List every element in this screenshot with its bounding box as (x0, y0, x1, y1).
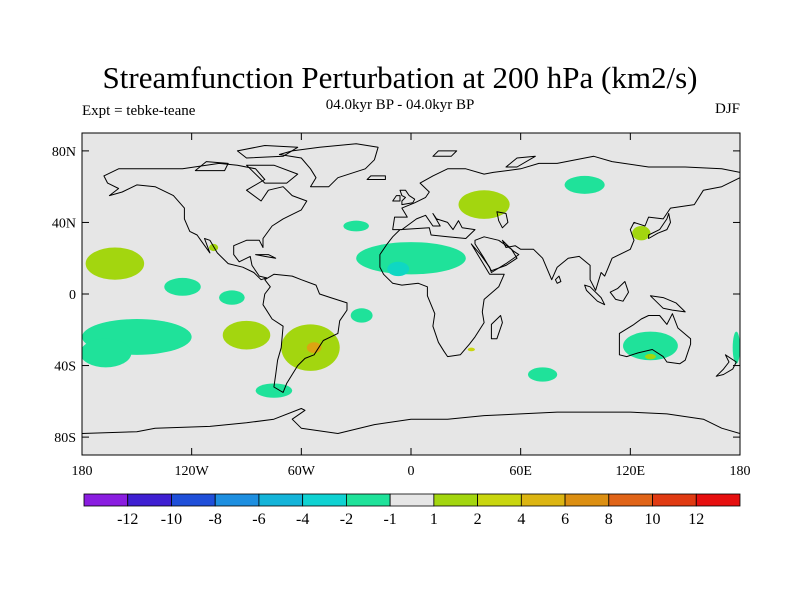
colorbar-label: 2 (474, 511, 482, 528)
colorbar-swatch (214, 493, 260, 507)
y-tick-label: 0 (69, 288, 76, 303)
coastline-south-america (262, 273, 348, 393)
coastline-layer (82, 143, 740, 455)
map-subtitle: 04.0kyr BP - 04.0kyr BP (325, 97, 475, 113)
colorbar-label: -4 (296, 511, 309, 528)
coastline-ellesmere (236, 145, 299, 159)
season-label: DJF (714, 101, 740, 117)
colorbar-label: -6 (252, 511, 265, 528)
coastline-ireland (392, 195, 401, 202)
anomaly-eqpac-neg (219, 290, 245, 305)
colorbar-swatch (302, 493, 347, 507)
anomaly-epac-neg (164, 277, 201, 296)
anomaly-sepac-pos (222, 320, 271, 350)
x-tick-label: 0 (408, 464, 415, 479)
y-tick-label: 80N (52, 145, 76, 160)
colorbar-label: -12 (117, 511, 138, 528)
anomaly-chn-pos (632, 226, 651, 241)
y-tick-label: 40N (52, 216, 76, 231)
anomaly-npac-pos (85, 247, 145, 280)
colorbar-swatch (258, 493, 304, 507)
coastline-baffin (246, 164, 299, 184)
coastline-new-zealand (715, 354, 737, 377)
anomaly-spac-neg2 (82, 338, 132, 368)
colorbar-swatch (695, 493, 741, 507)
anomaly-satl-pos2 (306, 342, 322, 354)
colorbar-swatch (127, 493, 172, 507)
colorbar-swatch (564, 493, 610, 507)
coastline-new-guinea (649, 295, 686, 313)
colorbar-label: 12 (688, 511, 704, 528)
anomaly-sh-neg (255, 383, 293, 398)
anomaly-ind-neg (527, 367, 558, 382)
colorbar-swatch (345, 493, 391, 507)
anomaly-afr-neg (356, 242, 466, 275)
coastline-arabia-fix (474, 236, 518, 272)
colorbar-swatch (389, 493, 435, 507)
coastline-north-america (103, 162, 308, 281)
colorbar: -12 -10 -8 -6 -4 -2 -1 1 2 4 6 8 10 12 (83, 493, 741, 528)
anomaly-sib-neg (564, 175, 605, 194)
colorbar-swatch (171, 493, 216, 507)
coastline-australia (618, 313, 692, 365)
x-tick-label: 60W (288, 464, 316, 479)
colorbar-label: -10 (161, 511, 182, 528)
anomaly-eur-pos (458, 190, 510, 219)
coastline-caspian (496, 211, 509, 229)
coastline-japan (648, 213, 671, 239)
x-tick-label: 180 (730, 464, 751, 479)
anomaly-saf-pos (467, 347, 475, 352)
coastline-sri-lanka (554, 275, 562, 284)
experiment-label: Expt = tebke-teane (82, 103, 196, 119)
colorbar-label: 6 (561, 511, 569, 528)
anomaly-layer (82, 175, 740, 398)
x-tick-label: 60E (509, 464, 532, 479)
colorbar-label: -8 (209, 511, 222, 528)
x-tick-label: 120E (616, 464, 646, 479)
colorbar-swatch (652, 493, 697, 507)
colorbar-label: 1 (430, 511, 438, 528)
coastline-uk (399, 189, 416, 206)
y-tick-label: 80S (54, 431, 76, 446)
coastline-svalbard (432, 150, 458, 157)
coastline-borneo (609, 281, 629, 302)
anomaly-afr-neg2 (387, 261, 410, 277)
colorbar-label: 10 (645, 511, 661, 528)
axis-ticks: 80N 40N 0 40S 80S 180 120W 60W 0 60E 120E 180 (52, 133, 751, 479)
colorbar-label: -2 (340, 511, 353, 528)
map-title: Streamfunction Perturbation at 200 hPa (… (102, 60, 698, 95)
coastline-victoria-island (194, 161, 229, 172)
coastline-novaya-zemlya (505, 155, 536, 168)
colorbar-swatch (433, 493, 479, 507)
anomaly-natl-neg (343, 220, 369, 232)
coastline-iceland (366, 175, 386, 180)
colorbar-label: -1 (383, 511, 396, 528)
x-tick-label: 120W (175, 464, 210, 479)
coastline-madagascar (490, 315, 503, 340)
coastline-sumatra (584, 284, 606, 306)
colorbar-swatch (477, 493, 522, 507)
anomaly-aus-pos (644, 353, 656, 360)
anomaly-sw-edge-neg (732, 331, 740, 364)
colorbar-label: 4 (517, 511, 525, 528)
coastline-greenland (278, 143, 379, 188)
coastline-antarctica (82, 408, 740, 455)
coastline-cuba (255, 254, 277, 259)
colorbar-swatch (520, 493, 566, 507)
colorbar-label: 8 (605, 511, 613, 528)
colorbar-swatch (608, 493, 653, 507)
anomaly-satl-neg (350, 308, 373, 323)
colorbar-swatch (83, 493, 129, 507)
x-tick-label: 180 (72, 464, 93, 479)
y-tick-label: 40S (54, 360, 76, 375)
